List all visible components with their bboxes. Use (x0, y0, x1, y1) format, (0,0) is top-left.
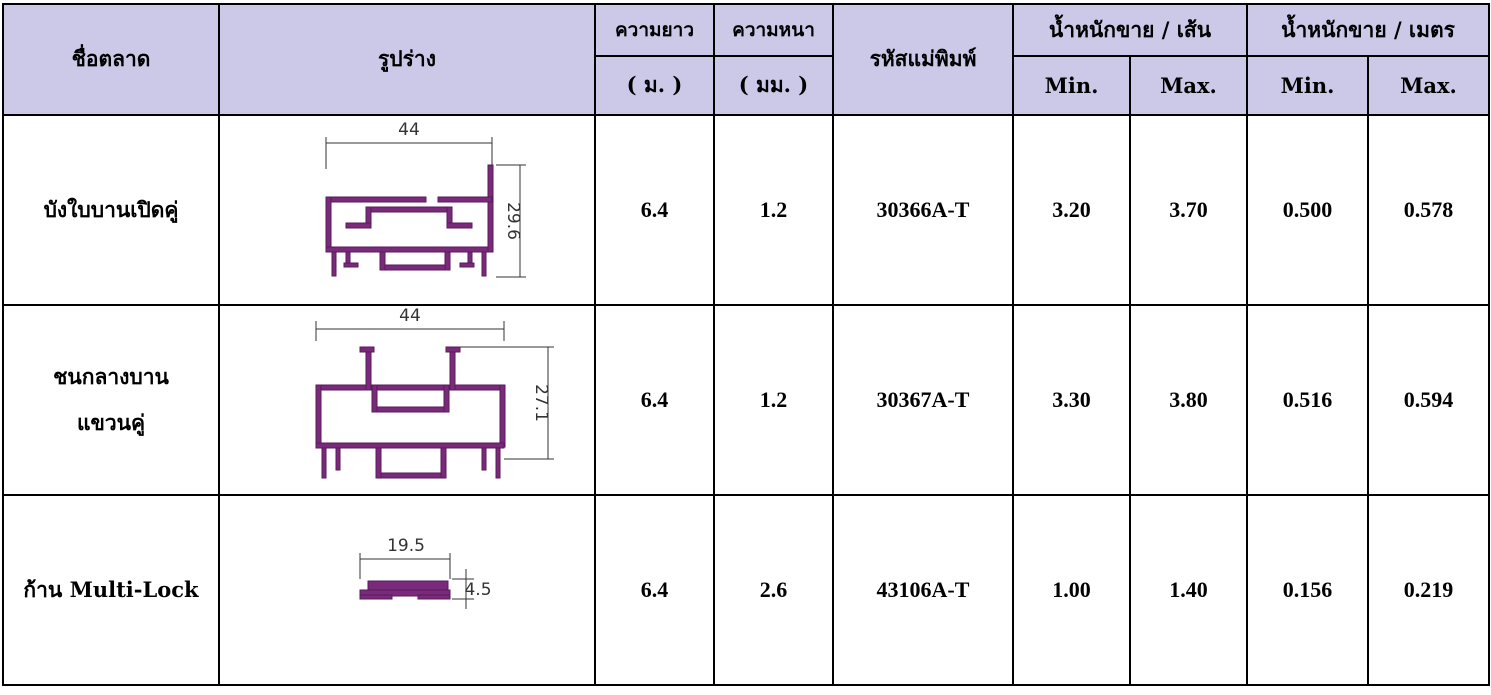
dim-height-label: 29.6 (503, 202, 523, 240)
weight-per-meter-max: 0.578 (1367, 114, 1490, 306)
weight-per-meter-min: 0.156 (1246, 494, 1369, 686)
col-header-shape: รูปร่าง (218, 3, 596, 116)
table-row: บังใบบานเปิดคู่ 44 29.6 (2, 114, 1490, 306)
profile-name: ก้าน Multi-Lock (2, 494, 220, 686)
length-value: 6.4 (594, 114, 715, 306)
thickness-value: 1.2 (713, 304, 834, 496)
profile-name-line: ก้าน Multi-Lock (23, 577, 199, 602)
weight-per-piece-min: 1.00 (1012, 494, 1131, 686)
col-header-weight-per-piece: น้ำหนักขาย / เส้น (1012, 3, 1248, 57)
length-value: 6.4 (594, 494, 715, 686)
dim-width-label: 19.5 (387, 536, 425, 556)
col-header-wpp-max: Max. (1129, 55, 1248, 116)
profile-name: ชนกลางบาน แขวนคู่ (2, 304, 220, 496)
profile-drawing-43106: 19.5 4.5 (359, 536, 492, 609)
weight-per-piece-min: 3.20 (1012, 114, 1131, 306)
dim-width-label: 44 (399, 307, 421, 326)
dim-height-label: 4.5 (464, 580, 491, 600)
table-row: ชนกลางบาน แขวนคู่ 44 27.1 (2, 304, 1490, 496)
thickness-value: 2.6 (713, 494, 834, 686)
length-value: 6.4 (594, 304, 715, 496)
col-header-wpm-min: Min. (1246, 55, 1369, 116)
weight-per-meter-min: 0.516 (1246, 304, 1369, 496)
profile-shape: 19.5 4.5 (218, 494, 596, 686)
weight-per-piece-max: 3.70 (1129, 114, 1248, 306)
weight-per-meter-max: 0.219 (1367, 494, 1490, 686)
mold-code: 43106A-T (832, 494, 1014, 686)
profile-name-line: แขวนคู่ (76, 410, 146, 435)
col-header-thickness-unit: ( มม. ) (713, 55, 834, 116)
col-header-name: ชื่อตลาด (2, 3, 220, 116)
profile-shape: 44 29.6 (218, 114, 596, 306)
thickness-value: 1.2 (713, 114, 834, 306)
col-header-wpm-max: Max. (1367, 55, 1490, 116)
mold-code: 30367A-T (832, 304, 1014, 496)
profile-name-line: บังใบบานเปิดคู่ (43, 197, 179, 222)
col-header-mold-code: รหัสแม่พิมพ์ (832, 3, 1014, 116)
weight-per-meter-min: 0.500 (1246, 114, 1369, 306)
profile-drawing-30367: 44 27.1 (315, 307, 554, 479)
profile-spec-table: ชื่อตลาด รูปร่าง ความยาว ความหนา รหัสแม่… (2, 3, 1490, 686)
weight-per-piece-max: 3.80 (1129, 304, 1248, 496)
aluminium-profile-shape (359, 580, 451, 600)
weight-per-meter-max: 0.594 (1367, 304, 1490, 496)
dim-width-label: 44 (398, 120, 420, 140)
table-row: ก้าน Multi-Lock 19.5 4.5 6.4 2. (2, 494, 1490, 686)
col-header-thickness: ความหนา (713, 3, 834, 57)
profile-name-line: ชนกลางบาน (53, 364, 169, 389)
col-header-length-unit: ( ม. ) (594, 55, 715, 116)
col-header-weight-per-meter: น้ำหนักขาย / เมตร (1246, 3, 1490, 57)
header-row-2: ( ม. ) ( มม. ) Min. Max. Min. Max. (3, 55, 1490, 116)
dim-height-label: 27.1 (531, 384, 551, 422)
aluminium-profile-shape (315, 346, 506, 479)
col-header-wpp-min: Min. (1012, 55, 1131, 116)
profile-shape: 44 27.1 (218, 304, 596, 496)
header-row-1: ชื่อตลาด รูปร่าง ความยาว ความหนา รหัสแม่… (2, 3, 1490, 116)
mold-code: 30366A-T (832, 114, 1014, 306)
col-header-length: ความยาว (594, 3, 715, 57)
spec-sheet: ชื่อตลาด รูปร่าง ความยาว ความหนา รหัสแม่… (2, 3, 1490, 692)
profile-name: บังใบบานเปิดคู่ (2, 114, 220, 306)
weight-per-piece-min: 3.30 (1012, 304, 1131, 496)
weight-per-piece-max: 1.40 (1129, 494, 1248, 686)
aluminium-profile-shape (325, 164, 494, 277)
profile-drawing-30366: 44 29.6 (325, 120, 526, 278)
